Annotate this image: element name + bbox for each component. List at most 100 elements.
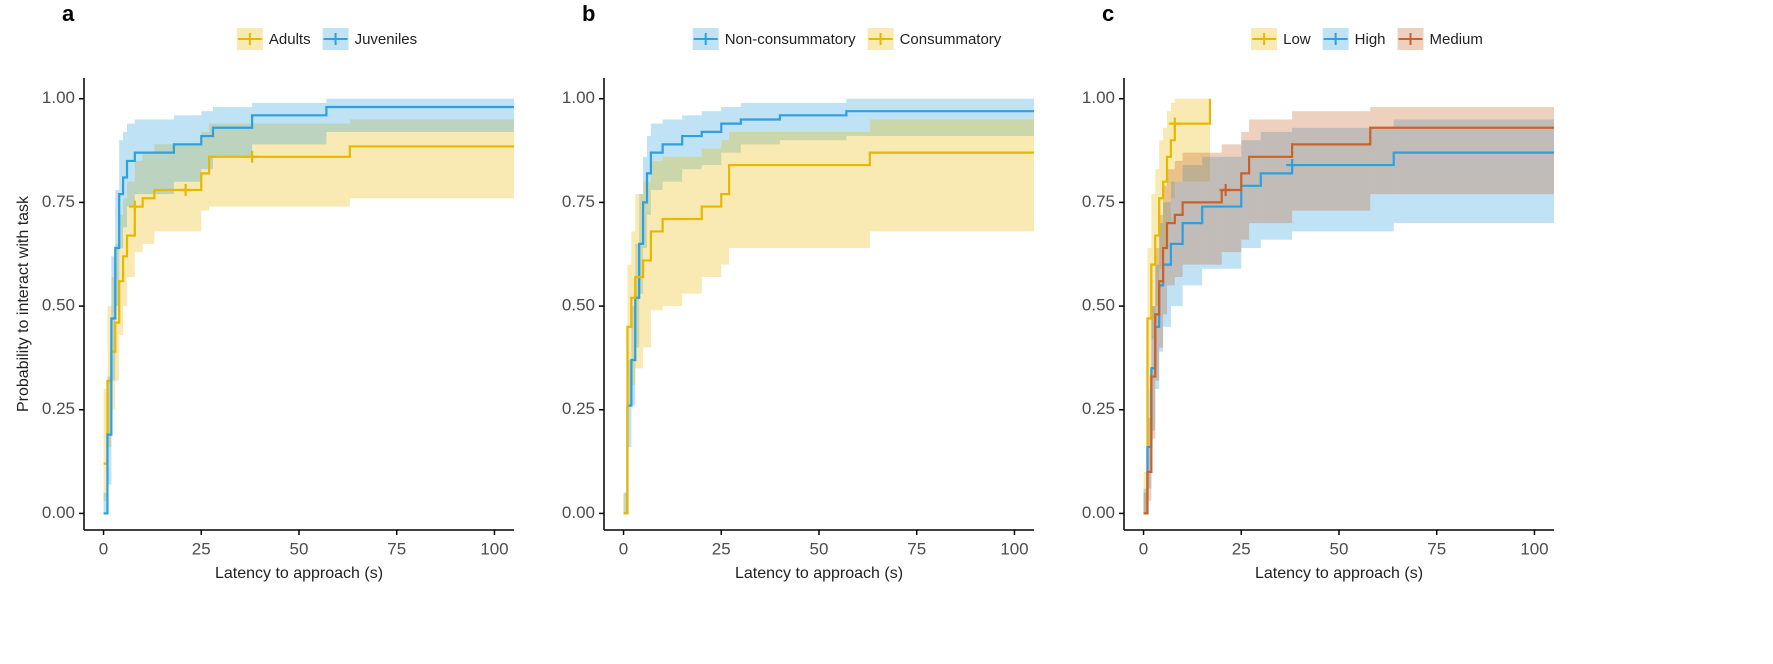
ci-band bbox=[213, 107, 253, 157]
ci-band bbox=[1202, 156, 1242, 269]
y-tick-label: 0.25 bbox=[1082, 399, 1115, 418]
ci-band bbox=[643, 181, 651, 348]
ci-band bbox=[627, 264, 632, 406]
censor-mark bbox=[1168, 117, 1181, 130]
ci-band bbox=[1159, 223, 1164, 352]
legend-key-line bbox=[323, 33, 348, 45]
ci-band bbox=[647, 136, 651, 215]
y-tick-label: 0.75 bbox=[42, 192, 75, 211]
y-tick-label: 0.25 bbox=[562, 399, 595, 418]
ci-band bbox=[1147, 389, 1152, 489]
ci-band bbox=[623, 492, 628, 514]
x-tick-label: 0 bbox=[1139, 539, 1148, 558]
ci-band bbox=[650, 160, 663, 311]
censor-mark bbox=[179, 183, 192, 196]
ci-band bbox=[127, 123, 135, 207]
ci-band bbox=[1174, 160, 1183, 278]
censor-mark bbox=[1286, 159, 1299, 172]
ci-band bbox=[846, 98, 1034, 137]
ci-band bbox=[154, 144, 182, 232]
ci-band bbox=[701, 111, 722, 166]
x-axis-label: Latency to approach (s) bbox=[215, 565, 383, 582]
ci-band bbox=[107, 306, 112, 448]
legend-item: High bbox=[1322, 28, 1386, 50]
legend-label: Juveniles bbox=[355, 31, 418, 48]
legend-key-line bbox=[868, 33, 893, 45]
ci-band bbox=[1260, 131, 1293, 240]
ci-band bbox=[1182, 165, 1203, 286]
ci-band bbox=[740, 102, 780, 145]
ci-band bbox=[1143, 492, 1148, 514]
ci-band bbox=[1174, 98, 1210, 182]
y-tick-label: 0.25 bbox=[42, 399, 75, 418]
x-tick-label: 50 bbox=[1330, 539, 1349, 558]
y-tick-label: 0.50 bbox=[1082, 296, 1115, 315]
x-tick-label: 75 bbox=[387, 539, 406, 558]
ci-band bbox=[103, 492, 108, 514]
y-axis-label: Probability to interact with task bbox=[15, 195, 32, 412]
legend-item: Adults bbox=[236, 28, 311, 50]
ci-band bbox=[1370, 107, 1554, 195]
ci-band bbox=[1163, 185, 1167, 315]
x-tick-label: 25 bbox=[1232, 539, 1251, 558]
x-tick-label: 75 bbox=[907, 539, 926, 558]
legend-key-line bbox=[693, 33, 718, 45]
x-tick-label: 25 bbox=[712, 539, 731, 558]
y-tick-label: 1.00 bbox=[42, 88, 75, 107]
ci-band bbox=[701, 148, 722, 278]
x-tick-label: 100 bbox=[480, 539, 508, 558]
legend-item: Juveniles bbox=[322, 28, 418, 50]
survival-line bbox=[1143, 98, 1212, 515]
ci-band bbox=[1147, 418, 1152, 501]
ci-band bbox=[627, 359, 632, 448]
ci-band bbox=[349, 119, 514, 199]
censor-mark bbox=[128, 200, 141, 213]
ci-band bbox=[1159, 140, 1164, 269]
ci-band bbox=[1155, 169, 1160, 307]
ci-band bbox=[623, 492, 628, 514]
legend-label: Medium bbox=[1430, 31, 1483, 48]
y-tick-label: 0.75 bbox=[1082, 192, 1115, 211]
ci-band bbox=[134, 119, 155, 195]
ci-band bbox=[248, 123, 350, 207]
ci-band bbox=[1221, 144, 1242, 253]
ci-band bbox=[662, 156, 683, 307]
ci-band bbox=[1151, 306, 1156, 439]
legend-label: Consummatory bbox=[900, 31, 1002, 48]
x-tick-label: 50 bbox=[810, 539, 829, 558]
legend-item: Non-consummatory bbox=[692, 28, 856, 50]
ci-band bbox=[721, 107, 741, 153]
ci-band bbox=[1143, 488, 1148, 514]
legend-key-line bbox=[1323, 33, 1348, 45]
y-tick-label: 1.00 bbox=[562, 88, 595, 107]
legend-item: Medium bbox=[1397, 28, 1483, 50]
y-tick-label: 0.75 bbox=[562, 192, 595, 211]
x-tick-label: 0 bbox=[99, 539, 108, 558]
panel: a 0.00 0.25 0.50 0.75 1.00 0 25 50 75 100 Latency t… bbox=[15, 1, 514, 582]
panel-label: a bbox=[62, 1, 75, 26]
ci-band bbox=[115, 243, 120, 381]
x-axis-label: Latency to approach (s) bbox=[1255, 565, 1423, 582]
legend-item: Consummatory bbox=[867, 28, 1002, 50]
ci-band bbox=[326, 98, 514, 132]
x-tick-label: 100 bbox=[1520, 539, 1548, 558]
x-axis-label: Latency to approach (s) bbox=[735, 565, 903, 582]
ci-band bbox=[1292, 111, 1371, 211]
legend-label: High bbox=[1355, 31, 1386, 48]
ci-band bbox=[1163, 127, 1167, 249]
ci-band bbox=[779, 102, 847, 141]
ci-band bbox=[631, 231, 636, 385]
ci-band bbox=[721, 140, 730, 265]
censor-mark bbox=[246, 150, 259, 163]
legend: Adults Juveniles bbox=[236, 28, 418, 50]
ci-band bbox=[1393, 119, 1554, 224]
ci-band bbox=[1167, 111, 1171, 224]
x-tick-label: 0 bbox=[619, 539, 628, 558]
y-tick-label: 0.50 bbox=[562, 296, 595, 315]
legend-item: Low bbox=[1251, 28, 1311, 50]
legend: Low High Medium bbox=[1251, 28, 1483, 50]
legend-key-line bbox=[1398, 33, 1423, 45]
ci-band bbox=[729, 131, 733, 249]
ci-band bbox=[201, 111, 213, 170]
ci-band bbox=[209, 123, 249, 207]
